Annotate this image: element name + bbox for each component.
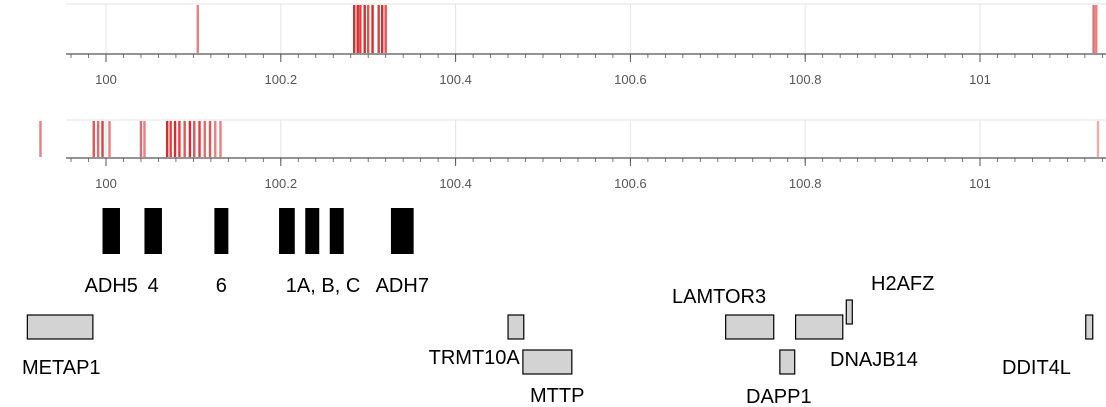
association-mark xyxy=(359,5,362,53)
association-mark xyxy=(377,5,380,53)
adh-gene-box xyxy=(144,208,162,254)
gene-label: DNAJB14 xyxy=(830,349,918,371)
gene-label: LAMTOR3 xyxy=(672,286,766,308)
association-mark xyxy=(92,121,95,157)
tick-label: 100.6 xyxy=(614,72,647,87)
association-mark xyxy=(198,121,201,157)
tick-label: 101 xyxy=(969,176,991,191)
association-mark xyxy=(371,5,374,53)
adh-gene-label: 4 xyxy=(148,275,159,297)
adh-gene-label: 1A, B, C xyxy=(286,275,360,297)
gene-box xyxy=(845,299,853,325)
association-mark xyxy=(169,121,172,157)
gene-box xyxy=(779,349,796,375)
tick-label: 100 xyxy=(95,176,117,191)
association-mark xyxy=(188,121,192,157)
association-mark xyxy=(380,5,384,53)
top-association-track: 100 100.2 100.4 100.6 100.8 101 xyxy=(66,3,1106,87)
adh-gene-label: ADH5 xyxy=(85,275,138,297)
gene-label: H2AFZ xyxy=(871,273,934,295)
adh-gene-box xyxy=(329,208,344,254)
tick-label: 100 xyxy=(95,72,117,87)
adh-gene-label: 6 xyxy=(216,275,227,297)
association-mark xyxy=(101,121,104,157)
adh-gene-box xyxy=(305,208,320,254)
adh-gene-box xyxy=(390,208,414,254)
tick-label: 100.6 xyxy=(614,176,647,191)
tick-label: 100.8 xyxy=(789,72,822,87)
association-mark xyxy=(363,5,366,53)
association-mark xyxy=(39,121,42,157)
association-mark xyxy=(1092,5,1095,53)
association-mark xyxy=(173,121,177,157)
tick-label: 100.2 xyxy=(265,176,298,191)
gene-box xyxy=(1085,314,1094,340)
gene-box xyxy=(794,314,844,340)
adh-gene-cluster: ADH5 4 6 1A, B, C ADH7 xyxy=(85,208,429,297)
gene-label: DDIT4L xyxy=(1002,357,1071,379)
gene-label: TRMT10A xyxy=(429,347,521,369)
gene-annotation-track: METAP1 TRMT10A MTTP LAMTOR3 DAPP1 DNAJB14 H2AF… xyxy=(22,273,1094,407)
association-mark xyxy=(165,121,169,157)
tick-label: 100.4 xyxy=(439,176,472,191)
gene-label: METAP1 xyxy=(22,357,101,379)
gene-box xyxy=(522,349,573,375)
association-mark xyxy=(96,121,100,157)
gene-box xyxy=(725,314,775,340)
association-mark xyxy=(208,121,212,157)
adh-gene-box xyxy=(279,208,295,254)
association-mark xyxy=(108,121,111,157)
association-mark xyxy=(219,121,222,157)
adh-gene-label: ADH7 xyxy=(376,275,429,297)
association-mark xyxy=(183,121,186,157)
tick-label: 100.4 xyxy=(439,72,472,87)
gene-box xyxy=(507,314,525,340)
bottom-association-track: 100 100.2 100.4 100.6 100.8 101 xyxy=(39,119,1106,191)
gene-box xyxy=(26,314,94,340)
association-mark xyxy=(1096,121,1100,157)
association-mark xyxy=(384,5,387,53)
association-mark xyxy=(203,121,206,157)
association-mark xyxy=(196,5,199,53)
tick-label: 100.8 xyxy=(789,176,822,191)
association-mark xyxy=(193,121,196,157)
adh-gene-box xyxy=(102,208,120,254)
gene-label: MTTP xyxy=(530,385,584,407)
tick-label: 101 xyxy=(969,72,991,87)
gene-label: DAPP1 xyxy=(746,386,812,407)
association-mark xyxy=(356,5,359,53)
association-mark xyxy=(178,121,181,157)
association-mark xyxy=(143,121,146,157)
adh-gene-box xyxy=(214,208,229,254)
association-mark xyxy=(1095,5,1098,53)
association-mark xyxy=(139,121,143,157)
association-mark xyxy=(214,121,217,157)
association-mark xyxy=(353,5,356,53)
association-mark xyxy=(367,5,370,53)
tick-label: 100.2 xyxy=(265,72,298,87)
